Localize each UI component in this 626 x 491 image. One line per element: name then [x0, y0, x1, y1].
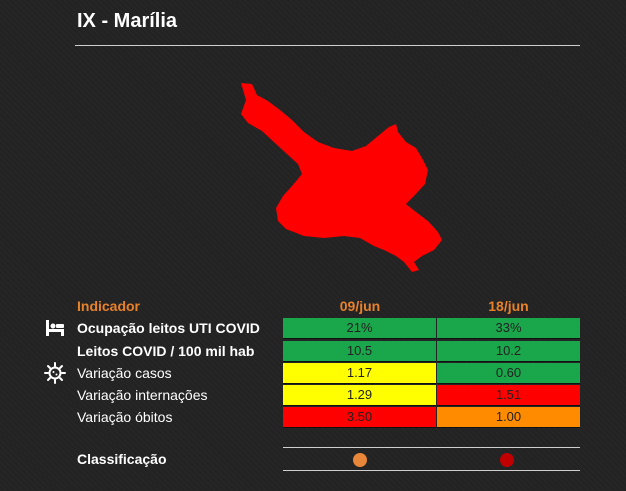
virus-icon — [44, 362, 66, 384]
value-cell-date2: 10.2 — [437, 341, 580, 362]
classification-label: Classificação — [77, 451, 167, 467]
table-row: Ocupação leitos UTI COVID 21% 33% — [0, 317, 626, 339]
table-row: Variação internações 1.29 1.51 — [0, 384, 626, 406]
value-cell-date2: 1.00 — [437, 407, 580, 428]
classification-top-rule — [283, 447, 580, 448]
date1-header: 09/jun — [339, 298, 381, 314]
value-cell-date1: 10.5 — [283, 341, 436, 362]
row-label: Variação óbitos — [77, 409, 173, 425]
row-label: Leitos COVID / 100 mil hab — [77, 343, 255, 359]
value-cell-date2: 1.51 — [437, 385, 580, 406]
value-cell-date1: 1.29 — [283, 385, 436, 406]
table-row: Variação óbitos 3.50 1.00 — [0, 406, 626, 428]
region-title: IX - Marília — [77, 10, 178, 32]
value-cell-date2: 33% — [437, 318, 580, 339]
indicator-header: Indicador — [77, 298, 141, 314]
classification-dot-date1 — [353, 453, 367, 467]
row-label: Variação casos — [77, 365, 172, 381]
date2-header: 18/jun — [488, 298, 529, 314]
title-divider — [75, 45, 580, 46]
classification-bottom-rule — [283, 470, 580, 471]
value-cell-date1: 21% — [283, 318, 436, 339]
hospital-bed-icon — [46, 320, 64, 336]
row-label: Ocupação leitos UTI COVID — [77, 320, 260, 336]
table-row: Leitos COVID / 100 mil hab 10.5 10.2 — [0, 340, 626, 362]
value-cell-date1: 3.50 — [283, 407, 436, 428]
table-row: Variação casos 1.17 0.60 — [0, 362, 626, 384]
region-map-shape — [241, 83, 442, 272]
classification-dot-date2 — [500, 453, 514, 467]
value-cell-date2: 0.60 — [437, 363, 580, 384]
row-label: Variação internações — [77, 387, 208, 403]
value-cell-date1: 1.17 — [283, 363, 436, 384]
